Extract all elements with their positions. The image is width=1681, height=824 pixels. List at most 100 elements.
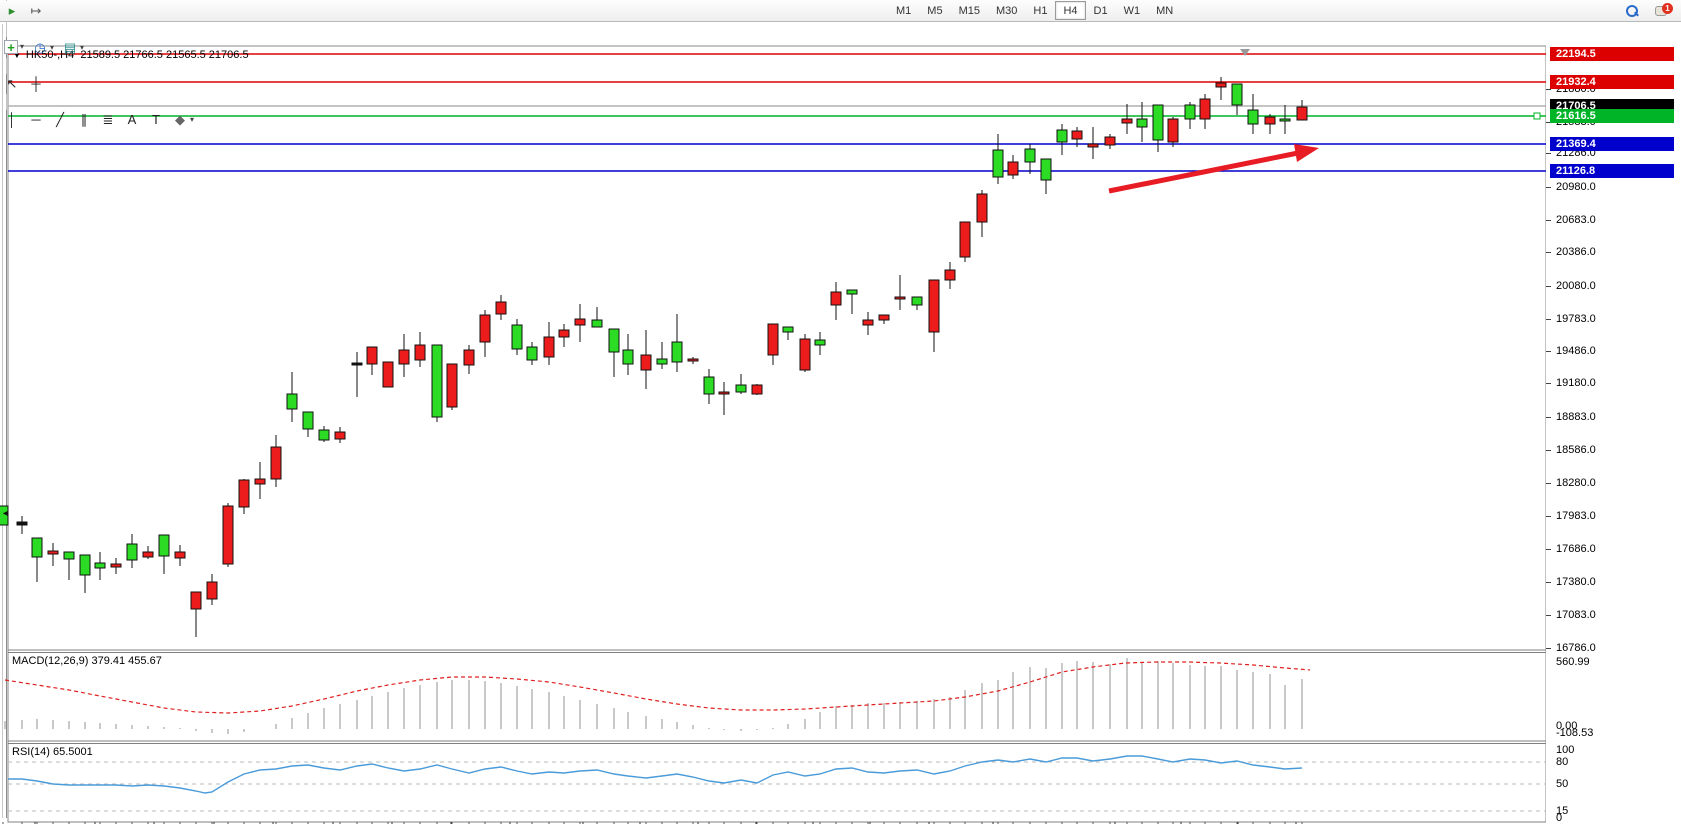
equidistant-channel-button[interactable]: ∥ xyxy=(72,110,96,130)
rsi-panel-graphics xyxy=(8,755,1546,812)
macd-scale-label: -108.53 xyxy=(1556,727,1594,739)
periods-dropdown-icon[interactable]: ▾ xyxy=(50,43,55,52)
arrows-icon: ◆ xyxy=(175,111,185,127)
price-tick-label: 19783.0 xyxy=(1556,313,1596,325)
timeframe-M15[interactable]: M15 xyxy=(958,4,980,17)
price-tick-label: 17380.0 xyxy=(1556,576,1596,588)
price-tick-mark xyxy=(1546,122,1551,123)
crosshair-icon: ┼ xyxy=(31,75,41,91)
vertical-line-button[interactable]: │ xyxy=(0,110,24,130)
rsi-label: RSI(14) 65.5001 xyxy=(12,746,93,758)
vertical-line-icon: │ xyxy=(7,111,17,127)
candle-body xyxy=(558,329,570,338)
timeframe-M1[interactable]: M1 xyxy=(896,4,912,17)
notification-icon: 1 xyxy=(1655,3,1673,18)
candle-body xyxy=(142,551,154,558)
chart-shift-button[interactable]: ↦ xyxy=(24,1,48,21)
candle-body xyxy=(1231,83,1243,106)
price-tick-label: 19486.0 xyxy=(1556,345,1596,357)
horizontal-line-button[interactable]: ─ xyxy=(24,110,48,130)
price-axis[interactable]: 21880.021583.021286.020980.020683.020386… xyxy=(1546,44,1681,824)
candle-body xyxy=(126,543,138,561)
candle-body xyxy=(238,479,250,508)
candle-body xyxy=(862,319,874,326)
chart-window[interactable]: ▼ HK50-,H4 21589.5 21766.5 21565.5 21706.… xyxy=(0,22,1681,824)
price-tick-mark xyxy=(1546,450,1551,451)
candle-body xyxy=(671,341,683,363)
templates-button[interactable]: ▤ ▾ xyxy=(58,38,88,58)
periods-button[interactable]: ◷ ▾ xyxy=(28,38,58,58)
candle-body xyxy=(302,411,314,430)
candle-body xyxy=(574,318,586,326)
toolbar-separator xyxy=(0,0,7,1)
candle-body xyxy=(703,376,715,395)
macd-signal-line xyxy=(4,661,1311,714)
price-tick-mark xyxy=(1546,89,1551,90)
candle-body xyxy=(591,319,603,328)
candle-body xyxy=(814,339,826,346)
auto-scroll-icon: ▸ xyxy=(8,2,16,18)
candle-body xyxy=(608,328,620,353)
trendline-button[interactable]: ╱ xyxy=(48,110,72,130)
timeframe-MN[interactable]: MN xyxy=(1156,4,1174,17)
candle-body xyxy=(1215,82,1227,88)
rsi-scale-label: 100 xyxy=(1556,744,1575,756)
arrows-dropdown-icon[interactable]: ▾ xyxy=(190,115,195,124)
candle-body xyxy=(16,521,28,526)
templates-dropdown-icon[interactable]: ▾ xyxy=(80,43,85,52)
candle-body xyxy=(1007,161,1019,176)
text-button[interactable]: A xyxy=(120,110,144,130)
timeframe-toolbar: M1 M5 M15 M30 H1 H4 D1 W1 MN xyxy=(888,1,1181,20)
arrows-button[interactable]: ◆ ▾ xyxy=(168,110,198,130)
price-tick-label: 18883.0 xyxy=(1556,411,1596,423)
price-tick-mark xyxy=(1546,483,1551,484)
candle-body xyxy=(431,344,443,418)
rsi-scale-label: 15 xyxy=(1556,805,1569,817)
trendline-icon: ╱ xyxy=(56,111,64,127)
candle-body xyxy=(414,344,426,361)
candle-body xyxy=(830,291,842,306)
candle-body xyxy=(1199,98,1211,120)
indicators-dropdown-icon[interactable]: ▾ xyxy=(20,42,25,51)
search-button[interactable] xyxy=(1621,1,1643,21)
horizontal-line-icon: ─ xyxy=(31,111,41,127)
timeframe-M5[interactable]: M5 xyxy=(927,4,943,17)
candle-body xyxy=(79,554,91,576)
timeframe-M30[interactable]: M30 xyxy=(995,4,1018,17)
indicators-button[interactable]: + ▾ xyxy=(0,37,28,57)
crosshair-button[interactable]: ┼ xyxy=(24,74,48,94)
chart-frame xyxy=(7,45,1547,823)
candle-body xyxy=(878,314,890,321)
price-tick-label: 17083.0 xyxy=(1556,609,1596,621)
timeframe-D1[interactable]: D1 xyxy=(1093,4,1108,17)
trend-arrow-head xyxy=(1294,144,1319,162)
candle-body xyxy=(526,346,538,361)
fibonacci-button[interactable]: ≣ xyxy=(96,110,120,130)
candle-body xyxy=(511,324,523,350)
price-tick-mark xyxy=(1546,220,1551,221)
candle-body xyxy=(735,384,747,393)
timeframe-H4[interactable]: H4 xyxy=(1055,1,1086,20)
candle-body xyxy=(463,349,475,366)
notifications-button[interactable]: 1 xyxy=(1651,1,1675,21)
candle-body xyxy=(1296,106,1308,121)
timeframe-H1[interactable]: H1 xyxy=(1033,4,1048,17)
timeframe-W1[interactable]: W1 xyxy=(1123,4,1141,17)
price-tick-mark xyxy=(1546,286,1551,287)
candle-body xyxy=(543,336,555,358)
cursor-button[interactable]: ↖ xyxy=(0,74,24,94)
indicators-icon: + xyxy=(4,39,18,54)
text-label-button[interactable]: T xyxy=(144,110,168,130)
macd-scale-label: 560.99 xyxy=(1556,656,1590,668)
trend-arrow-line[interactable] xyxy=(1108,150,1299,194)
macd-scale-label: 0.00 xyxy=(1556,720,1578,732)
rsi-scale-label: 80 xyxy=(1556,756,1569,768)
toolbar-separator xyxy=(0,93,7,110)
price-tick-label: 20386.0 xyxy=(1556,246,1596,258)
candle-body xyxy=(1104,136,1116,146)
price-tick-mark xyxy=(1546,549,1551,550)
price-tick-mark xyxy=(1546,351,1551,352)
auto-scroll-button[interactable]: ▸ xyxy=(0,1,24,21)
candle-body xyxy=(1247,109,1259,125)
candle-body xyxy=(222,505,234,565)
